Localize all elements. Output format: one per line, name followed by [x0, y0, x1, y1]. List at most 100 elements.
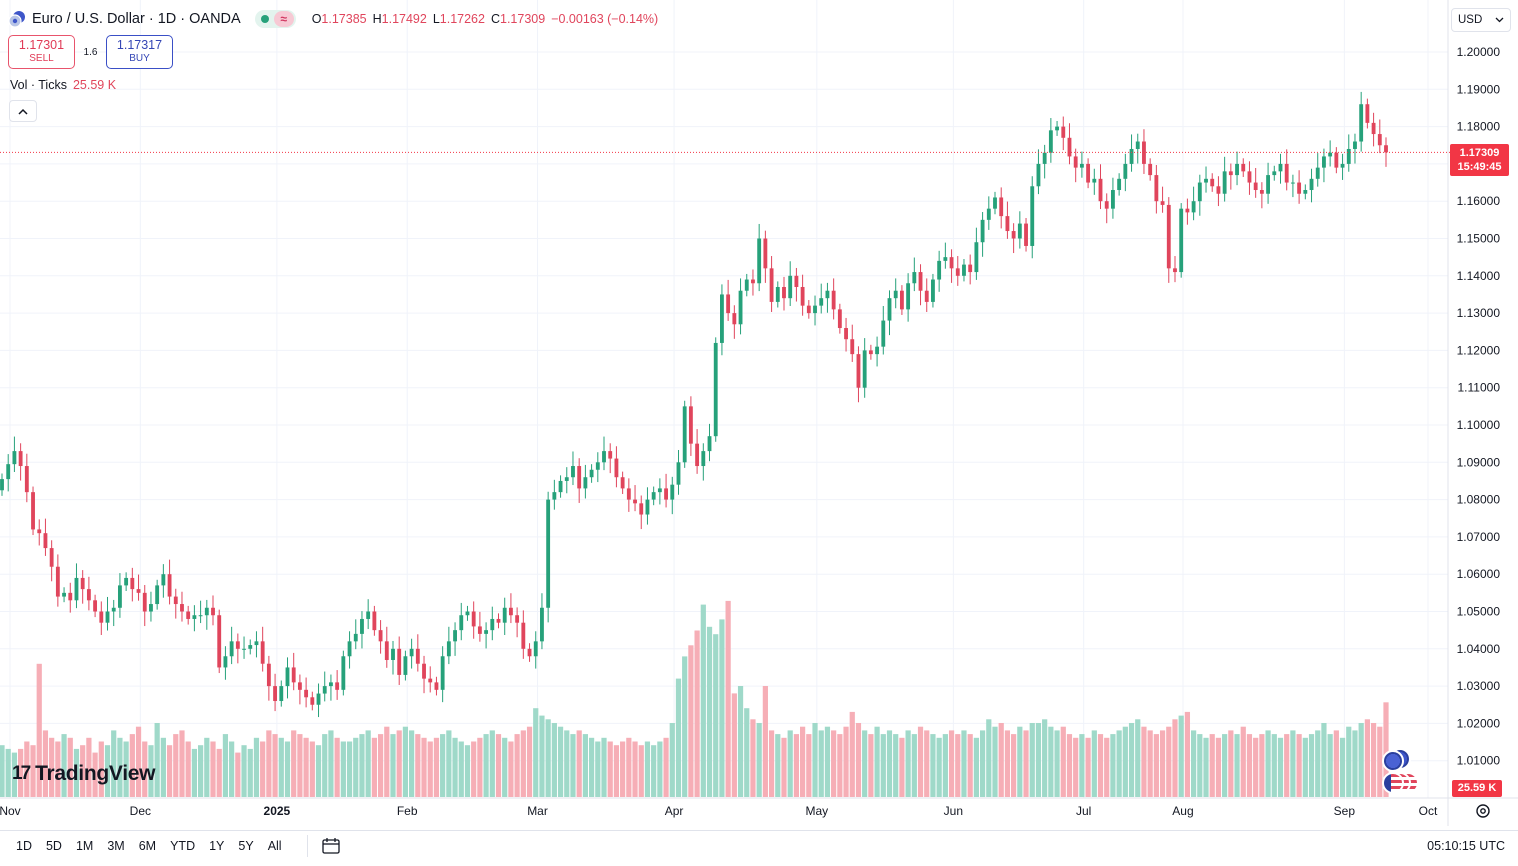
volume-bar: [1277, 737, 1284, 797]
candle-body: [496, 618, 501, 623]
candle-body: [422, 663, 426, 679]
volume-legend[interactable]: Vol · Ticks 25.59 K: [10, 78, 116, 92]
range-button-6m[interactable]: 6M: [138, 838, 157, 853]
low-value: 1.17262: [439, 12, 485, 26]
volume-bar: [1085, 737, 1091, 797]
range-button-ytd[interactable]: YTD: [170, 838, 196, 853]
volume-bar: [874, 726, 880, 797]
candle-body: [1365, 104, 1370, 123]
volume-bar: [216, 748, 222, 797]
volume-bar: [135, 726, 142, 797]
events-markers[interactable]: [1381, 748, 1421, 794]
candle: [477, 611, 482, 642]
candle: [1377, 119, 1382, 154]
candle-body: [552, 492, 557, 500]
volume-bar: [644, 741, 651, 797]
candle: [614, 446, 619, 488]
candle: [1179, 203, 1184, 278]
collapse-legend-button[interactable]: [9, 100, 37, 122]
volume-bar: [1302, 737, 1308, 797]
candle: [844, 317, 848, 352]
candle-body: [440, 656, 445, 690]
volume-bar: [1364, 719, 1370, 797]
range-button-5d[interactable]: 5D: [45, 838, 62, 853]
volume-bar: [831, 730, 837, 797]
range-button-1m[interactable]: 1M: [75, 838, 94, 853]
candle: [1185, 198, 1190, 225]
gear-icon[interactable]: [1474, 802, 1492, 820]
candle: [1322, 148, 1326, 183]
volume-bar: [545, 719, 551, 797]
volume-bar: [582, 734, 588, 797]
candle-body: [800, 286, 805, 306]
candle-body: [372, 611, 377, 631]
volume-bar: [570, 734, 576, 797]
range-button-all[interactable]: All: [267, 838, 282, 853]
candle-body: [881, 320, 886, 347]
buy-button[interactable]: 1.17317 BUY: [106, 35, 173, 69]
candle: [372, 605, 377, 636]
market-status[interactable]: ≈: [254, 10, 296, 28]
candle: [1297, 170, 1302, 204]
eu-event-icon[interactable]: [1382, 750, 1404, 772]
candle: [1166, 197, 1171, 283]
candle-body: [583, 477, 588, 489]
sell-button[interactable]: 1.17301 SELL: [8, 35, 75, 69]
tradingview-logo-text: TradingView: [35, 762, 156, 785]
time-tick-label: 2025: [264, 804, 291, 818]
volume-bar: [179, 730, 185, 797]
chevron-up-icon: [18, 108, 28, 115]
volume-bar: [297, 734, 303, 797]
candle: [74, 563, 79, 609]
time-tick-label: May: [805, 804, 828, 818]
candle-body: [198, 615, 203, 617]
volume-bar: [340, 741, 346, 797]
time-tick-label: Dec: [130, 804, 151, 818]
candle-body: [18, 451, 23, 467]
volume-bar: [725, 600, 731, 797]
us-event-icon[interactable]: [1382, 772, 1404, 794]
candle: [645, 487, 650, 525]
volume-bar: [818, 730, 824, 797]
candle: [1117, 173, 1122, 196]
range-button-5y[interactable]: 5Y: [238, 838, 254, 853]
candle: [1309, 168, 1314, 203]
volume-bar: [1035, 723, 1042, 797]
range-button-1d[interactable]: 1D: [16, 838, 32, 853]
volume-bar: [657, 741, 663, 797]
tradingview-logo[interactable]: 17 TradingView: [12, 762, 155, 786]
symbol-title[interactable]: Euro / U.S. Dollar · 1D · OANDA: [32, 11, 241, 27]
candle: [223, 646, 228, 680]
volume-bar: [30, 745, 36, 797]
candle-body: [1042, 152, 1047, 164]
range-button-3m[interactable]: 3M: [107, 838, 125, 853]
candle-body: [868, 350, 873, 355]
volume-bar: [694, 630, 700, 797]
volume-bar: [154, 723, 160, 797]
volume-bar: [272, 734, 278, 797]
candle-body: [266, 663, 271, 687]
candle-body: [1222, 171, 1227, 194]
candle: [819, 283, 824, 314]
candle-body: [360, 618, 364, 634]
utc-clock[interactable]: 05:10:15 UTC: [1427, 839, 1505, 853]
candle-body: [366, 611, 371, 619]
volume-bar: [111, 730, 117, 797]
volume-bar: [55, 741, 61, 797]
volume-bar: [744, 708, 750, 797]
volume-bar: [1011, 734, 1017, 797]
volume-bar: [911, 734, 917, 797]
candle-body: [633, 499, 637, 504]
close-value: 1.17309: [500, 12, 546, 26]
volume-bar: [5, 748, 11, 797]
price-tick-label: 1.03000: [1457, 679, 1501, 693]
candle-body: [285, 667, 290, 687]
go-to-date-button[interactable]: [306, 834, 343, 857]
range-button-1y[interactable]: 1Y: [209, 838, 225, 853]
candle: [726, 279, 731, 321]
candle-body: [1123, 163, 1128, 179]
candle: [713, 337, 718, 442]
currency-select[interactable]: USD: [1451, 8, 1511, 32]
volume-bar: [1315, 730, 1321, 797]
